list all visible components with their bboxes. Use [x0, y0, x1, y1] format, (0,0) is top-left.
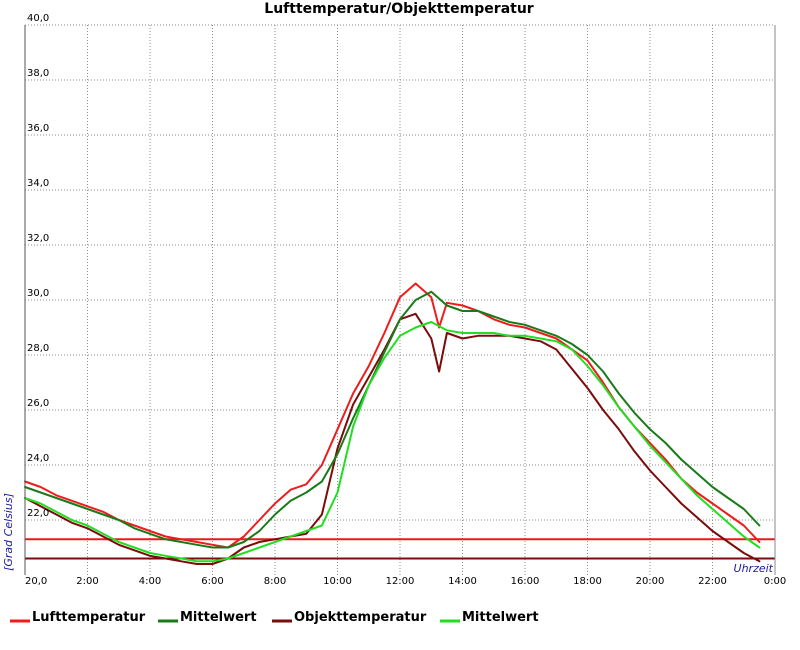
- y-tick-label: 32,0: [27, 233, 49, 244]
- y-axis-label: [Grad Celsius]: [2, 493, 15, 571]
- x-tick-label: 20:00: [636, 576, 665, 587]
- y-tick-label: 24,0: [27, 453, 49, 464]
- series-lines: [24, 282, 761, 565]
- x-tick-label: 22:00: [698, 576, 727, 587]
- legend-label-2: Objekttemperatur: [294, 610, 427, 625]
- legend-label-0: Lufttemperatur: [32, 610, 146, 625]
- legend: Lufttemperatur Mittelwert Objekttemperatur…: [10, 610, 539, 625]
- y-tick-label: 26,0: [27, 398, 49, 409]
- x-tick-label: 8:00: [264, 576, 286, 587]
- x-tick-labels: 20,0 2:00 4:00 6:00 8:00 10:00 12:00 14:00 16:00…: [25, 576, 786, 587]
- y-tick-label: 30,0: [27, 288, 49, 299]
- x-axis-label: Uhrzeit: [734, 562, 774, 575]
- x-tick-label: 2:00: [76, 576, 98, 587]
- y-tick-labels: 22,0 24,0 26,0 28,0 30,0 32,0 34,0 36,0 38,0 40,0: [27, 13, 49, 519]
- y-tick-label: 22,0: [27, 508, 49, 519]
- series-line-3: [24, 321, 761, 563]
- chart-title: Lufttemperatur/Objekttemperatur: [264, 1, 534, 17]
- series-line-1: [24, 290, 761, 549]
- x-tick-label: 20,0: [25, 576, 47, 587]
- x-tick-label: 6:00: [201, 576, 223, 587]
- x-tick-label: 4:00: [139, 576, 161, 587]
- x-tick-label: 0:00: [764, 576, 786, 587]
- y-tick-label: 40,0: [27, 13, 49, 24]
- y-tick-label: 28,0: [27, 343, 49, 354]
- y-tick-label: 36,0: [27, 123, 49, 134]
- legend-label-3: Mittelwert: [462, 610, 539, 625]
- y-tick-label: 34,0: [27, 178, 49, 189]
- reference-lines: [25, 538, 775, 560]
- x-tick-label: 10:00: [323, 576, 352, 587]
- x-tick-label: 14:00: [448, 576, 477, 587]
- legend-label-1: Mittelwert: [180, 610, 257, 625]
- x-tick-label: 16:00: [511, 576, 540, 587]
- grid: [25, 24, 775, 575]
- x-tick-label: 12:00: [386, 576, 415, 587]
- y-tick-label: 38,0: [27, 68, 49, 79]
- x-tick-label: 18:00: [573, 576, 602, 587]
